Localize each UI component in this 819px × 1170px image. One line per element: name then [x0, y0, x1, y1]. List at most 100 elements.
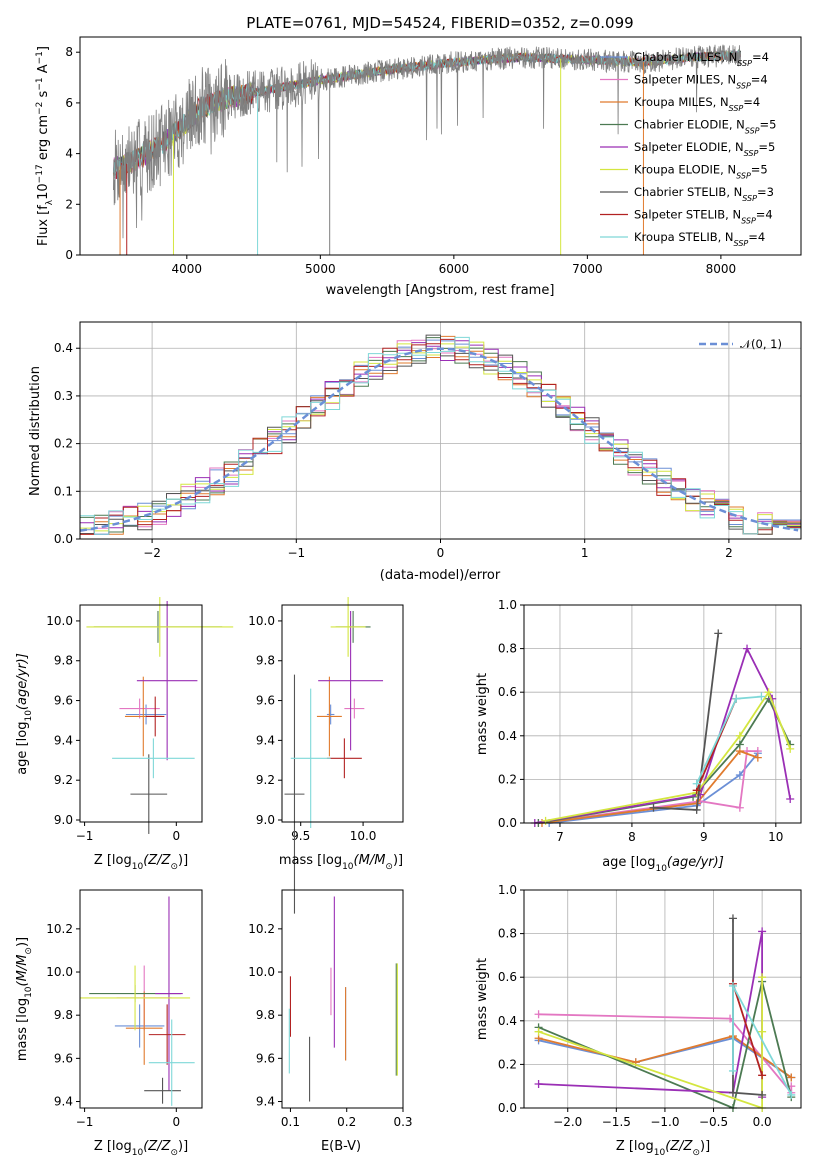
y-tick-label: 0.6 — [498, 685, 517, 699]
plus-marker — [758, 1071, 767, 1080]
x-tick-label: −0.5 — [699, 1115, 728, 1129]
x-tick-label: −2.0 — [553, 1115, 582, 1129]
gauss-legend-label: 𝒩(0, 1) — [740, 337, 782, 351]
weight-line-chabrier-stelib — [653, 633, 720, 811]
y-tick-label: 10.0 — [46, 965, 73, 979]
legend-entry-label: Chabrier STELIB, NSSP=3 — [634, 185, 774, 203]
x-tick-label: 7000 — [572, 262, 603, 276]
mass-vs-metallicity-panel: −1 0 9.4 9.6 9.8 10.0 10.2 Z [log10(Z/Z⊙)] mas… — [15, 889, 203, 1158]
y-tick-label: 9.8 — [54, 654, 73, 668]
plus-marker — [735, 803, 744, 812]
age-vs-metallicity-plot-area: −1 0 9.0 9.2 9.4 9.6 9.8 10.0 — [46, 597, 234, 843]
y-tick-label: 9.8 — [256, 654, 275, 668]
spectrum-xlabel: wavelength [Angstrom, rest frame] — [326, 283, 555, 298]
residual-lines — [80, 334, 801, 535]
age-vs-mass-panel: 9.5 10.0 9.0 9.2 9.4 9.6 9.8 10.0 mass [log10(M… — [248, 597, 404, 914]
weight-vs-metallicity-panel: −2.0 −1.5 −1.0 −0.5 0.0 0.0 0.2 0.4 0.6 0.8 1.0 Z … — [475, 883, 802, 1158]
plus-marker — [786, 795, 795, 804]
plus-marker — [743, 644, 752, 653]
legend-entry-label: Chabrier ELODIE, NSSP=5 — [634, 118, 776, 136]
plus-marker — [534, 1027, 543, 1036]
y-tick-label: 0.4 — [498, 729, 517, 743]
legend-entry-label: Salpeter ELODIE, NSSP=5 — [634, 140, 775, 158]
x-tick-label: 0.1 — [281, 1115, 300, 1129]
x-tick-label: −1.5 — [602, 1115, 631, 1129]
y-tick-label: 9.6 — [54, 694, 73, 708]
age-vs-mass-xlabel: mass [log10(M/M⊙)] — [279, 853, 403, 872]
age-vs-mass-plot-area: 9.5 10.0 9.0 9.2 9.4 9.6 9.8 10.0 — [248, 597, 384, 914]
plus-marker — [758, 927, 767, 936]
y-tick-label: 0.3 — [54, 389, 73, 403]
y-tick-label: 0.6 — [498, 970, 517, 984]
x-tick-label: 0.3 — [393, 1115, 412, 1129]
spectrum-legend: Chabrier MILES, NSSP=4 Salpeter MILES, NS… — [600, 50, 776, 248]
legend-entry-label: Salpeter STELIB, NSSP=4 — [634, 208, 773, 226]
y-tick-label: 9.6 — [256, 694, 275, 708]
y-tick-label: 9.6 — [54, 1051, 73, 1065]
y-tick-label: 8 — [65, 45, 73, 59]
legend-entry-label: Kroupa STELIB, NSSP=4 — [634, 230, 765, 248]
residual-xlabel: (data-model)/error — [380, 568, 501, 583]
plus-marker — [757, 692, 766, 701]
x-tick-label: 5000 — [305, 262, 336, 276]
weight-vs-age-xlabel: age [log10(age/yr)] — [602, 855, 724, 874]
plus-marker — [753, 753, 762, 762]
y-tick-label: 0 — [65, 248, 73, 262]
y-tick-label: 4 — [65, 147, 73, 161]
residual-hist-kroupa-stelib — [80, 336, 801, 535]
x-tick-label: 8 — [628, 830, 636, 844]
residual-axes-frame — [79, 321, 802, 540]
x-tick-label: 10 — [768, 830, 783, 844]
weight-vs-metallicity-xlabel: Z [log10(Z/Z⊙)] — [616, 1139, 710, 1158]
y-tick-label: 9.4 — [54, 733, 73, 747]
residual-plot-area: −2 −1 0 1 2 0.0 0.1 0.2 0.3 0.4 — [54, 322, 801, 560]
x-tick-label: −1 — [76, 829, 94, 843]
legend-entry-label: Kroupa MILES, NSSP=4 — [634, 95, 760, 113]
y-tick-label: 0.8 — [498, 927, 517, 941]
x-tick-label: −1 — [287, 546, 305, 560]
weight-line-salpeter-stelib — [732, 983, 763, 1076]
plus-marker — [534, 1080, 543, 1089]
y-tick-label: 0.0 — [54, 532, 73, 546]
y-tick-label: 9.2 — [54, 773, 73, 787]
plus-marker — [758, 1027, 767, 1036]
y-tick-label: 10.0 — [248, 614, 275, 628]
residual-ylabel: Normed distribution — [28, 366, 43, 496]
x-tick-label: 1 — [581, 546, 589, 560]
mass-vs-metallicity-plot-area: −1 0 9.4 9.6 9.8 10.0 10.2 — [46, 896, 195, 1129]
x-tick-label: 9 — [700, 830, 708, 844]
y-tick-label: 9.4 — [54, 1095, 73, 1109]
x-tick-label: 0 — [172, 829, 180, 843]
y-tick-label: 9.0 — [54, 813, 73, 827]
plus-marker — [735, 740, 744, 749]
plus-marker — [735, 771, 744, 780]
spectrum-axes-frame — [79, 36, 802, 256]
plus-marker — [787, 1090, 796, 1099]
x-tick-label: 8000 — [706, 262, 737, 276]
x-tick-label: −1 — [76, 1115, 94, 1129]
figure-title: PLATE=0761, MJD=54524, FIBERID=0352, z=0… — [246, 14, 633, 32]
gaussian-reference-curve — [80, 347, 799, 532]
x-tick-label: 0 — [437, 546, 445, 560]
x-tick-label: −2 — [143, 546, 161, 560]
y-tick-label: 9.4 — [256, 1095, 275, 1109]
x-tick-label: 6000 — [439, 262, 470, 276]
plus-marker — [786, 744, 795, 753]
plus-marker — [728, 914, 737, 923]
weight-vs-age-ylabel: mass weight — [475, 673, 490, 755]
x-tick-label: 10.0 — [350, 829, 377, 843]
legend-entry-label: Salpeter MILES, NSSP=4 — [634, 73, 768, 91]
age-vs-metallicity-panel: −1 0 9.0 9.2 9.4 9.6 9.8 10.0 Z [log10(Z/Z⊙)] a… — [15, 597, 234, 872]
y-tick-label: 9.4 — [256, 733, 275, 747]
y-tick-label: 0.2 — [498, 772, 517, 786]
weight-line-kroupa-stelib — [695, 695, 762, 785]
mass-vs-extinction-panel: 0.1 0.2 0.3 9.4 9.6 9.8 10.0 10.2 E(B-V) — [248, 889, 413, 1154]
mass-vs-extinction-frame — [281, 889, 404, 1109]
plus-marker — [692, 805, 701, 814]
mass-vs-metallicity-xlabel: Z [log10(Z/Z⊙)] — [94, 1139, 188, 1158]
plus-marker — [649, 803, 658, 812]
mass-vs-extinction-plot-area: 0.1 0.2 0.3 9.4 9.6 9.8 10.0 10.2 — [248, 896, 413, 1129]
weight-line-kroupa-elodie — [538, 977, 763, 1110]
y-tick-label: 0.4 — [54, 341, 73, 355]
